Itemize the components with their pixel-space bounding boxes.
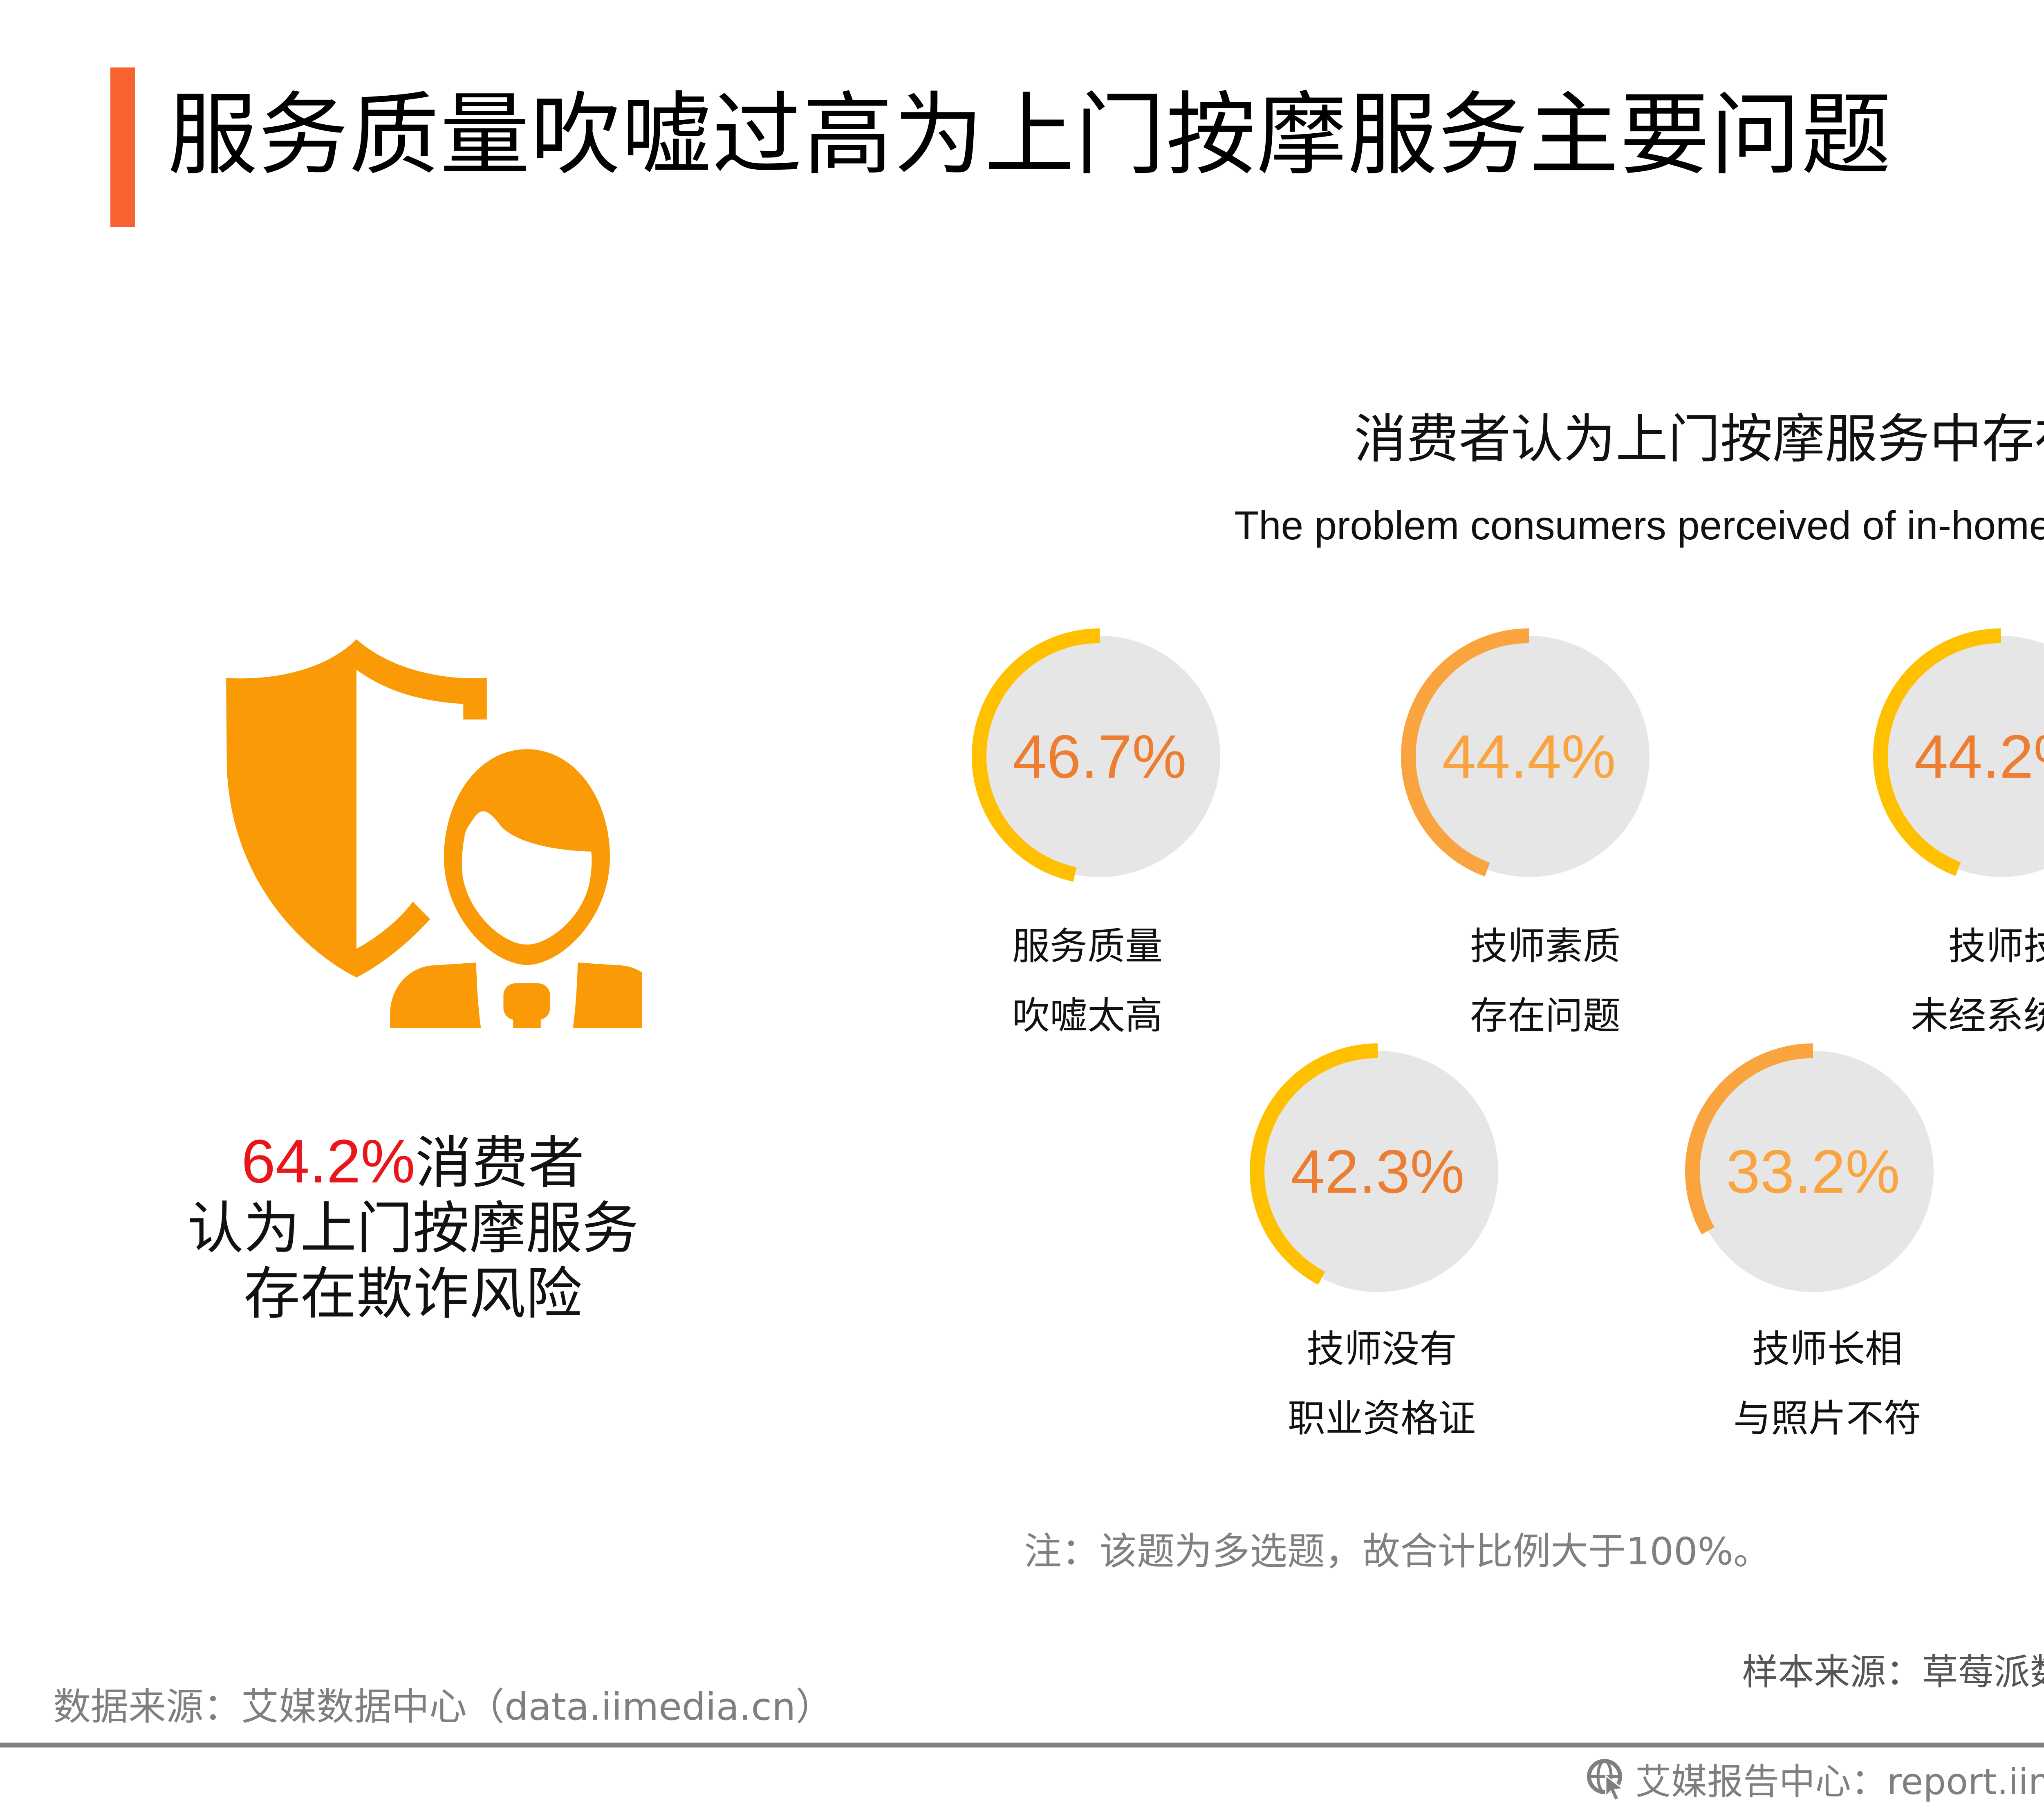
donut-label: 服务质量 吹嘘太高: [1012, 924, 1163, 1038]
report-center-link[interactable]: 艾媒报告中心：report.iimedia.cn: [1586, 1754, 2044, 1803]
shield-person-icon: [192, 613, 664, 1118]
donut-label: 技师素质 存在问题: [1470, 924, 1620, 1038]
title-accent-bar: [110, 67, 135, 227]
footer-divider: [0, 1743, 2044, 1747]
donut-chart: 42.3%: [1247, 1041, 1508, 1302]
donut-chart: 44.2%: [1870, 626, 2044, 887]
donut-chart: 44.4%: [1398, 626, 1660, 887]
donut-chart: 33.2%: [1682, 1041, 1944, 1302]
donut-chart: 46.7%: [969, 626, 1230, 887]
donut-label: 技师技术未经系统培训: [1910, 924, 2044, 1038]
donut-value: 44.2%: [1914, 722, 2044, 791]
donut-value: 42.3%: [1291, 1137, 1465, 1206]
donut-value: 44.4%: [1442, 722, 1616, 791]
globe-cursor-icon: [1587, 1759, 1625, 1801]
donut-label: 技师长相 与照片不符: [1733, 1327, 1921, 1440]
data-source: 数据来源：艾媒数据中心（data.iimedia.cn）: [53, 1685, 834, 1729]
chart-subtitle: The problem consumers perceived of in-ho…: [1234, 503, 2044, 548]
chart-title: 消费者认为上门按摩服务中存在的问题: [1354, 409, 2044, 470]
page-title: 服务质量吹嘘过高为上门按摩服务主要问题: [168, 83, 1892, 187]
donut-value: 46.7%: [1013, 722, 1187, 791]
fraud-risk-stat: 64.2%消费者 认为上门按摩服务 存在欺诈风险: [187, 1127, 639, 1327]
donut-value: 33.2%: [1726, 1137, 1900, 1206]
sample-source: 样本来源：草莓派数据调查与计算系统（survey.iimedia.cn）: [1742, 1651, 2044, 1693]
stat-value: 64.2%: [241, 1127, 415, 1196]
chart-note: 注：该题为多选题，故合计比例大于100%。: [1024, 1530, 1771, 1573]
donut-label: 技师没有 职业资格证: [1287, 1327, 1476, 1440]
